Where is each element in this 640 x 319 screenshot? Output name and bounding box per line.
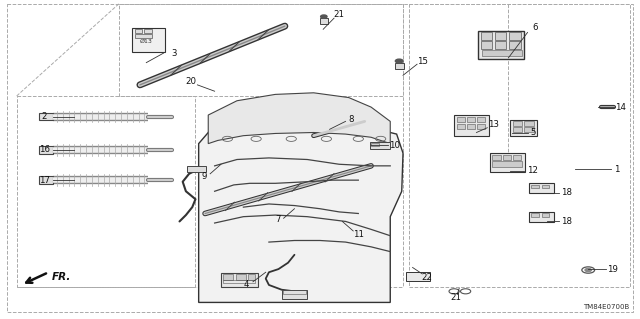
Bar bbox=[39, 146, 53, 154]
Bar bbox=[187, 166, 206, 172]
Bar bbox=[495, 33, 506, 41]
Bar bbox=[513, 122, 522, 126]
Text: 7: 7 bbox=[276, 215, 281, 224]
Text: 21: 21 bbox=[333, 11, 345, 19]
Text: 18: 18 bbox=[561, 217, 572, 226]
Text: 14: 14 bbox=[614, 103, 626, 112]
Bar bbox=[467, 123, 475, 129]
Text: 12: 12 bbox=[527, 166, 538, 175]
Bar bbox=[223, 274, 233, 279]
Bar bbox=[477, 123, 485, 129]
Bar bbox=[529, 212, 554, 222]
Bar bbox=[406, 272, 431, 281]
Text: TM84E0700B: TM84E0700B bbox=[584, 304, 630, 310]
Circle shape bbox=[585, 269, 591, 271]
Bar bbox=[490, 153, 525, 172]
Bar bbox=[481, 41, 492, 49]
Bar bbox=[457, 123, 465, 129]
Text: 5: 5 bbox=[531, 128, 536, 137]
Circle shape bbox=[321, 15, 327, 18]
Bar bbox=[481, 33, 492, 41]
Bar bbox=[541, 185, 549, 189]
Bar bbox=[513, 127, 522, 131]
Bar bbox=[477, 117, 485, 122]
Text: 20: 20 bbox=[186, 77, 196, 86]
Text: 13: 13 bbox=[488, 120, 499, 129]
Bar bbox=[145, 29, 152, 33]
Bar bbox=[283, 290, 306, 294]
Text: 2: 2 bbox=[42, 112, 47, 121]
Bar bbox=[135, 34, 152, 38]
Text: 4: 4 bbox=[244, 280, 250, 289]
Text: FR.: FR. bbox=[52, 272, 71, 282]
Polygon shape bbox=[208, 93, 390, 144]
Bar bbox=[467, 117, 475, 122]
Bar bbox=[17, 96, 195, 286]
Bar bbox=[457, 117, 465, 122]
Bar bbox=[282, 290, 307, 299]
Bar bbox=[509, 33, 520, 41]
Bar bbox=[135, 29, 143, 33]
Bar bbox=[482, 50, 522, 56]
Text: 19: 19 bbox=[607, 264, 618, 274]
Bar bbox=[396, 63, 404, 69]
Bar bbox=[371, 143, 379, 145]
Text: 8: 8 bbox=[348, 115, 353, 124]
Bar bbox=[524, 122, 534, 126]
Bar bbox=[513, 155, 521, 160]
Bar bbox=[410, 4, 630, 286]
Bar bbox=[541, 213, 549, 217]
Bar bbox=[492, 155, 500, 160]
Bar bbox=[495, 41, 506, 49]
Bar bbox=[510, 120, 537, 136]
Bar bbox=[531, 213, 539, 217]
Bar bbox=[236, 274, 246, 279]
Bar bbox=[502, 155, 511, 160]
Text: Ø13: Ø13 bbox=[140, 39, 153, 44]
Text: 15: 15 bbox=[417, 56, 428, 65]
Bar bbox=[478, 31, 524, 59]
Text: 3: 3 bbox=[172, 48, 177, 58]
Bar bbox=[531, 185, 539, 189]
Text: 11: 11 bbox=[353, 230, 364, 239]
Bar bbox=[248, 274, 255, 279]
Bar bbox=[223, 280, 255, 283]
Text: 9: 9 bbox=[201, 173, 207, 182]
Bar bbox=[509, 41, 520, 49]
Text: 18: 18 bbox=[561, 188, 572, 197]
Bar bbox=[320, 18, 328, 24]
Bar bbox=[119, 4, 403, 96]
Text: 17: 17 bbox=[38, 176, 50, 185]
Bar bbox=[454, 115, 489, 136]
Polygon shape bbox=[198, 106, 403, 302]
Text: 6: 6 bbox=[532, 23, 538, 32]
Text: 16: 16 bbox=[38, 145, 50, 154]
Bar bbox=[39, 176, 53, 184]
Bar bbox=[492, 161, 522, 167]
Text: 21: 21 bbox=[450, 293, 461, 302]
Bar bbox=[524, 127, 534, 131]
Bar bbox=[132, 28, 165, 51]
Bar bbox=[221, 273, 258, 287]
Bar bbox=[529, 183, 554, 194]
Bar bbox=[39, 113, 53, 121]
Text: 10: 10 bbox=[389, 141, 400, 150]
Bar bbox=[370, 142, 390, 149]
Circle shape bbox=[396, 59, 403, 63]
Text: 1: 1 bbox=[614, 165, 619, 174]
Text: 22: 22 bbox=[422, 272, 433, 281]
